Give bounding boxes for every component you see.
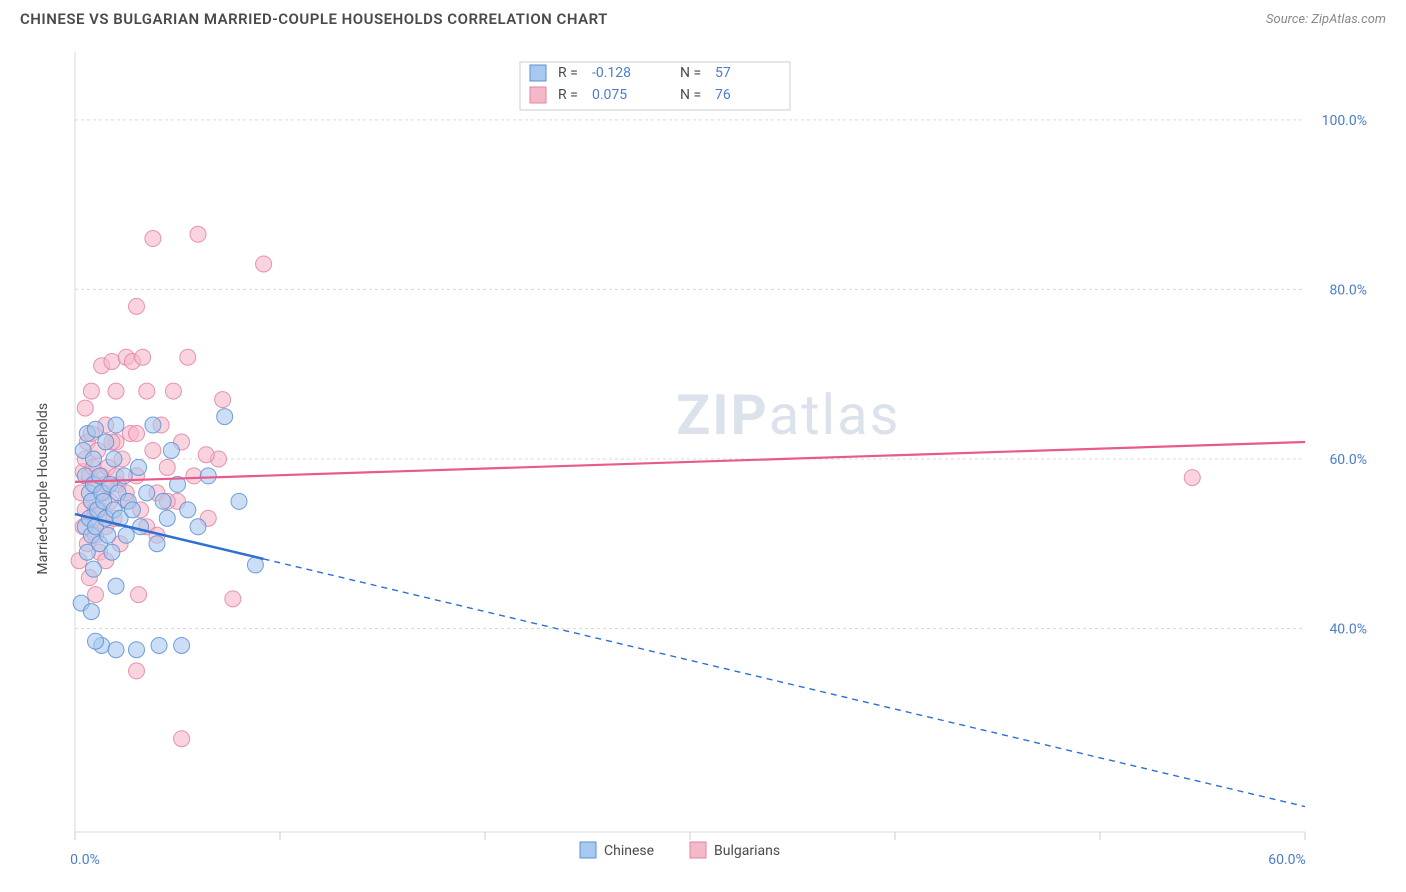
data-point xyxy=(180,502,196,518)
data-point xyxy=(190,519,206,535)
legend-swatch xyxy=(530,65,546,81)
data-point xyxy=(190,226,206,242)
data-point xyxy=(1184,470,1200,486)
data-point xyxy=(225,591,241,607)
data-point xyxy=(88,421,104,437)
data-point xyxy=(108,578,124,594)
data-point xyxy=(129,426,145,442)
chart-container: 40.0% 60.0% 80.0% 100.0% 0.0% 60.0% Married-co… xyxy=(20,42,1386,882)
y-axis-title: Married-couple Households xyxy=(35,403,51,575)
data-point xyxy=(217,409,233,425)
x-tick-label: 0.0% xyxy=(70,852,100,868)
data-point xyxy=(133,519,149,535)
data-point xyxy=(155,493,171,509)
trend-line-dashed xyxy=(264,559,1305,807)
data-point xyxy=(108,383,124,399)
legend-swatch xyxy=(690,842,706,858)
data-point xyxy=(145,442,161,458)
data-point xyxy=(124,502,140,518)
data-point xyxy=(104,544,120,560)
data-point xyxy=(129,298,145,314)
legend-r-label: R = xyxy=(558,87,578,103)
data-point xyxy=(159,459,175,475)
data-point xyxy=(104,353,120,369)
data-point xyxy=(198,447,214,463)
data-point xyxy=(98,434,114,450)
data-point xyxy=(165,383,181,399)
y-tick-label: 40.0% xyxy=(1329,622,1367,638)
data-point xyxy=(174,731,190,747)
legend-n-value: 76 xyxy=(715,87,731,103)
y-tick-label: 60.0% xyxy=(1329,452,1367,468)
data-point xyxy=(159,510,175,526)
data-point xyxy=(106,451,122,467)
data-point xyxy=(163,442,179,458)
data-point xyxy=(174,637,190,653)
y-tick-label: 100.0% xyxy=(1322,113,1367,129)
data-point xyxy=(135,349,151,365)
data-point xyxy=(100,527,116,543)
x-tick-label: 60.0% xyxy=(1268,852,1306,868)
data-point xyxy=(231,493,247,509)
legend-swatch xyxy=(580,842,596,858)
series-legend: Chinese Bulgarians xyxy=(580,842,780,859)
legend-n-label: N = xyxy=(680,87,701,103)
legend-n-label: N = xyxy=(680,65,701,81)
data-point xyxy=(108,642,124,658)
legend-series-label: Bulgarians xyxy=(714,843,780,859)
watermark: ZIPatlas xyxy=(676,382,900,448)
data-point xyxy=(149,536,165,552)
data-point xyxy=(88,587,104,603)
data-point xyxy=(200,468,216,484)
data-point xyxy=(145,231,161,247)
data-point xyxy=(83,604,99,620)
correlation-scatter-chart: 40.0% 60.0% 80.0% 100.0% 0.0% 60.0% Married-co… xyxy=(20,42,1386,882)
legend-r-value: 0.075 xyxy=(592,87,627,103)
data-point xyxy=(129,642,145,658)
stats-legend: R = -0.128 N = 57 R = 0.075 N = 76 xyxy=(520,62,790,110)
data-point xyxy=(85,561,101,577)
legend-swatch xyxy=(530,87,546,103)
data-point xyxy=(180,349,196,365)
data-point xyxy=(139,383,155,399)
legend-r-label: R = xyxy=(558,65,578,81)
data-point xyxy=(215,392,231,408)
data-point xyxy=(108,417,124,433)
data-point xyxy=(131,459,147,475)
data-point xyxy=(151,637,167,653)
source-attribution: Source: ZipAtlas.com xyxy=(1266,12,1386,27)
data-point xyxy=(85,451,101,467)
data-point xyxy=(145,417,161,433)
data-point xyxy=(256,256,272,272)
data-point xyxy=(129,663,145,679)
legend-n-value: 57 xyxy=(715,65,731,81)
chart-title: CHINESE VS BULGARIAN MARRIED-COUPLE HOUS… xyxy=(20,10,608,28)
chart-header: CHINESE VS BULGARIAN MARRIED-COUPLE HOUS… xyxy=(0,0,1406,36)
data-point xyxy=(118,527,134,543)
legend-r-value: -0.128 xyxy=(592,65,631,81)
data-point xyxy=(77,400,93,416)
legend-series-label: Chinese xyxy=(604,843,654,859)
y-tick-label: 80.0% xyxy=(1329,282,1367,298)
data-point xyxy=(88,633,104,649)
data-point xyxy=(139,485,155,501)
data-point xyxy=(131,587,147,603)
data-point xyxy=(186,468,202,484)
data-point xyxy=(83,383,99,399)
